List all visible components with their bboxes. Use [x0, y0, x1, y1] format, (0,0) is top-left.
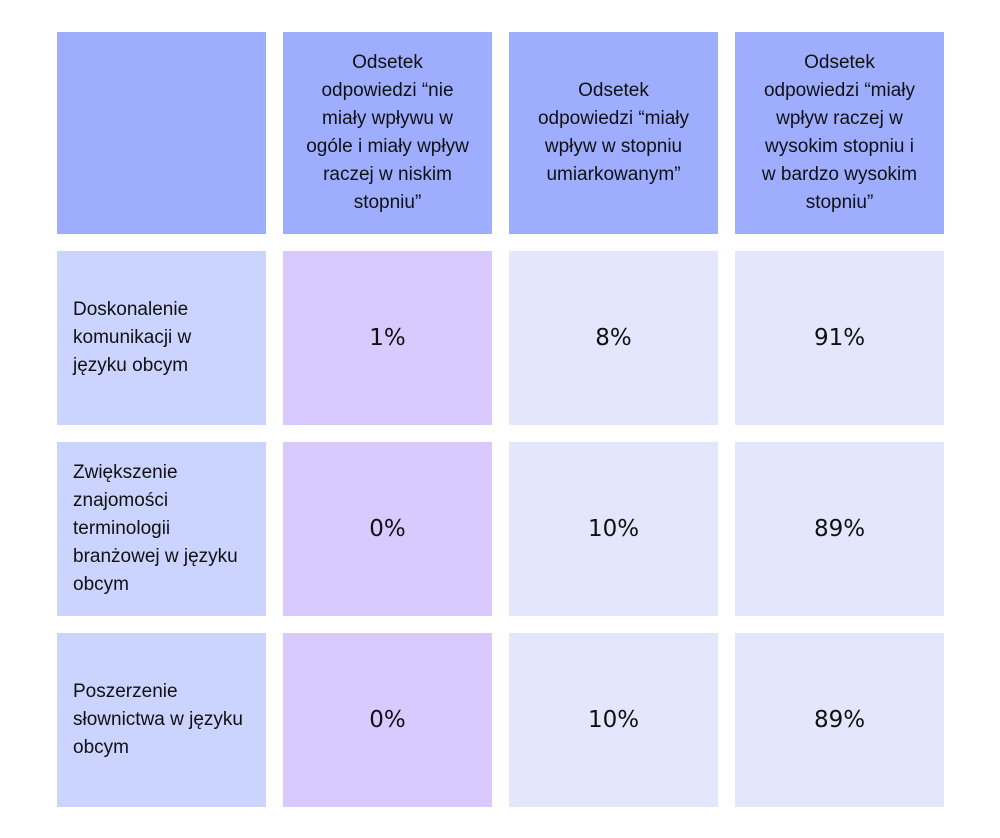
cell-communication-high: 91% — [735, 251, 944, 425]
header-moderate-impact: Odsetek odpowiedzi “miały wpływ w stopni… — [509, 32, 718, 234]
cell-terminology-high: 89% — [735, 442, 944, 616]
header-corner — [57, 32, 266, 234]
results-table: Odsetek odpowiedzi “nie miały wpływu w o… — [57, 32, 944, 807]
cell-terminology-low: 0% — [283, 442, 492, 616]
cell-communication-low: 1% — [283, 251, 492, 425]
cell-terminology-moderate: 10% — [509, 442, 718, 616]
cell-communication-moderate: 8% — [509, 251, 718, 425]
cell-vocabulary-moderate: 10% — [509, 633, 718, 807]
row-label-communication: Doskonalenie komunikacji w języku obcym — [57, 251, 266, 425]
header-high-impact: Odsetek odpowiedzi “miały wpływ raczej w… — [735, 32, 944, 234]
cell-vocabulary-high: 89% — [735, 633, 944, 807]
header-low-impact: Odsetek odpowiedzi “nie miały wpływu w o… — [283, 32, 492, 234]
row-label-terminology: Zwiększenie znajomości terminologii bran… — [57, 442, 266, 616]
cell-vocabulary-low: 0% — [283, 633, 492, 807]
row-label-vocabulary: Poszerzenie słownictwa w języku obcym — [57, 633, 266, 807]
